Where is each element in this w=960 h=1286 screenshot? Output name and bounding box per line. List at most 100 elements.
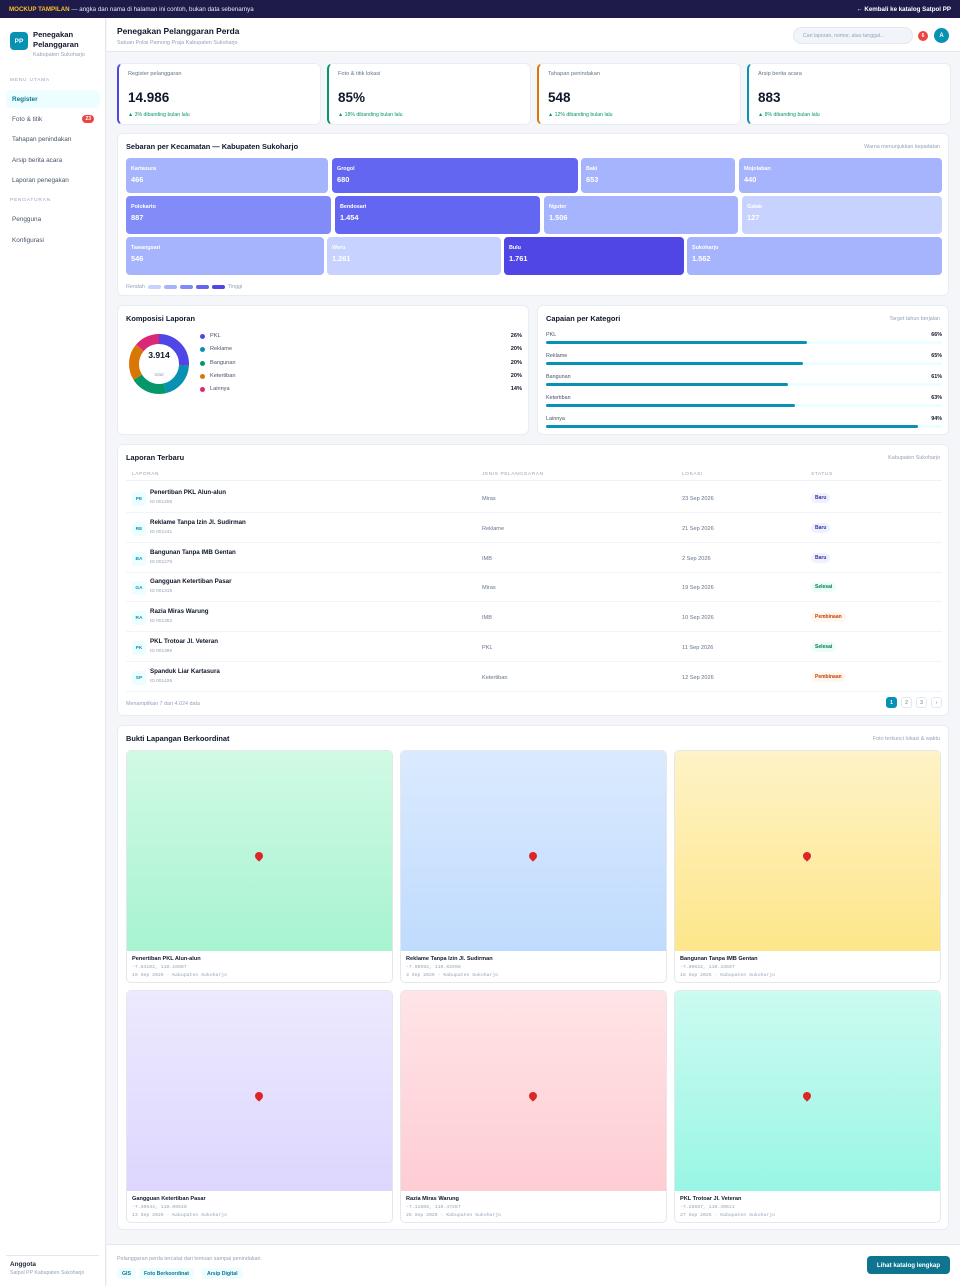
district-tile-bulu[interactable]: Bulu 1.761	[504, 237, 684, 275]
progress-pct: 66%	[931, 332, 942, 338]
report-id: ID 001315	[150, 589, 173, 594]
evidence-photo-card[interactable]: Reklame Tanpa Izin Jl. Sudirman -7.90592,…	[400, 750, 667, 983]
mockup-text: — angka dan nama di halaman ini contoh, …	[71, 5, 254, 13]
progress-bangunan: Bangunan 61%	[546, 374, 942, 386]
report-initials: PK	[132, 641, 146, 655]
table-row[interactable]: RA Razia Miras Warung ID 001352 IMB 10 Sep 2…	[126, 602, 942, 632]
status-badge: Baru	[811, 523, 831, 533]
page-button-2[interactable]: 2	[901, 697, 912, 708]
legend-label: Ketertiban	[210, 373, 236, 379]
sidebar-item-pengguna[interactable]: Pengguna	[6, 210, 100, 228]
report-id: ID 001426	[150, 679, 173, 684]
kpi-label: Foto & titik lokasi	[338, 71, 381, 77]
status-badge: Baru	[811, 553, 831, 563]
progress-track	[546, 404, 942, 407]
report-id: ID 001241	[150, 530, 173, 535]
evidence-photo-card[interactable]: Razia Miras Warung -7.11608, 110.47287 26 …	[400, 990, 667, 1223]
sidebar: PP Penegakan Pelanggaran Kabupaten Sukoh…	[0, 18, 106, 1286]
district-tile-kartasura[interactable]: Kartasura 466	[126, 158, 328, 193]
district-tile-baki[interactable]: Baki 653	[581, 158, 735, 193]
district-tile-grogol[interactable]: Grogol 680	[332, 158, 578, 193]
evidence-photo-card[interactable]: Penertiban PKL Alun-alun -7.84102, 110.16…	[126, 750, 393, 983]
donut-slice-lainnya	[129, 334, 189, 394]
sidebar-item-label: Foto & titik	[12, 115, 43, 123]
district-tile-polokarto[interactable]: Polokarto 887	[126, 196, 331, 234]
kpi-label: Tahapan penindakan	[548, 71, 600, 77]
table-row[interactable]: PE Penertiban PKL Alun-alun ID 001206 Miras…	[126, 483, 942, 513]
legend-item-lainnya: Lainnya 14%	[200, 386, 522, 392]
district-tile-bendosari[interactable]: Bendosari 1.454	[335, 196, 540, 234]
district-tile-gatak[interactable]: Gatak 127	[742, 196, 942, 234]
district-tile-weru[interactable]: Weru 1.261	[327, 237, 501, 275]
photo-coordinates: -7.90592, 110.02698	[406, 965, 461, 970]
sidebar-item-label: Pengguna	[12, 215, 42, 223]
table-row[interactable]: BA Bangunan Tanpa IMB Gentan ID 001276 IMB 2…	[126, 543, 942, 573]
sidebar-item-label: Laporan penegakan	[12, 176, 69, 184]
legend-pct: 26%	[510, 333, 522, 339]
donut-slice-bangunan	[129, 334, 189, 394]
progress-lainnya: Lainnya 94%	[546, 416, 942, 428]
next-page-button[interactable]: ›	[931, 697, 942, 708]
app-title-line-1: Penegakan	[33, 30, 74, 39]
kpi-delta: ▲ 8% dibanding bulan lalu	[758, 112, 820, 118]
report-type: Miras	[482, 496, 496, 502]
sidebar-item-foto-titik[interactable]: Foto & titik 23	[6, 110, 100, 128]
sidebar-item-register[interactable]: Register	[6, 90, 100, 108]
sidebar-item-konfigurasi[interactable]: Konfigurasi	[6, 231, 100, 249]
page-button-1[interactable]: 1	[886, 697, 897, 708]
table-row[interactable]: SP Spanduk Liar Kartasura ID 001426 Keterti…	[126, 662, 942, 692]
district-tile-mojolaban[interactable]: Mojolaban 440	[739, 158, 942, 193]
district-value: 680	[337, 175, 350, 184]
evidence-photo-card[interactable]: Bangunan Tanpa IMB Gentan -7.80622, 110.4…	[674, 750, 941, 983]
report-type: Reklame	[482, 526, 505, 532]
brand: PP Penegakan Pelanggaran Kabupaten Sukoh…	[0, 18, 105, 58]
sidebar-item-laporan[interactable]: Laporan penegakan	[6, 171, 100, 189]
legend-dot	[200, 333, 205, 339]
district-tile-sukoharjo[interactable]: Sukoharjo 1.562	[687, 237, 942, 275]
latest-reports-card: Laporan Terbaru Kabupaten Sukoharjo LAPO…	[117, 444, 949, 716]
column-header-lokasi[interactable]: LOKASI	[682, 472, 703, 477]
page-button-3[interactable]: 3	[916, 697, 927, 708]
legend-pct: 20%	[510, 346, 522, 352]
kpi-card-foto: Foto & titik lokasi 85% ▲ 18% dibanding …	[327, 63, 531, 125]
user-profile[interactable]: Anggota Satpol PP Kabupaten Sukoharjo	[10, 1261, 84, 1276]
sidebar-item-arsip[interactable]: Arsip berita acara	[6, 151, 100, 169]
district-tile-nguter[interactable]: Nguter 1.506	[544, 196, 738, 234]
photo-meta: 16 Sep 2026 · Kabupaten Sukoharjo	[680, 973, 775, 978]
district-name: Bulu	[509, 245, 521, 251]
table-row[interactable]: GA Gangguan Ketertiban Pasar ID 001315 Mira…	[126, 572, 942, 602]
reports-note: Kabupaten Sukoharjo	[888, 455, 940, 461]
district-value: 127	[747, 213, 760, 222]
photo-meta: 27 Sep 2026 · Kabupaten Sukoharjo	[680, 1213, 775, 1218]
column-header-jenis[interactable]: JENIS PELANGGARAN	[482, 472, 544, 477]
reports-title: Laporan Terbaru	[126, 453, 185, 462]
progress-label: Reklame	[546, 353, 568, 359]
kpi-label: Arsip berita acara	[758, 71, 802, 77]
donut-slice-ketertiban	[129, 334, 189, 394]
district-name: Baki	[586, 166, 598, 172]
progress-label: Bangunan	[546, 374, 571, 380]
app-subtitle: Kabupaten Sukoharjo	[33, 52, 85, 58]
avatar[interactable]: A	[934, 28, 949, 43]
notification-badge[interactable]: 6	[918, 31, 928, 41]
column-header-laporan[interactable]: LAPORAN	[132, 472, 160, 477]
table-row[interactable]: RE Reklame Tanpa Izin Jl. Sudirman ID 0012…	[126, 513, 942, 543]
evidence-photo-card[interactable]: PKL Trotoar Jl. Veteran -7.25687, 110.496…	[674, 990, 941, 1223]
report-type: PKL	[482, 645, 493, 651]
district-tile-tawangsari[interactable]: Tawangsari 546	[126, 237, 324, 275]
page-title: Penegakan Pelanggaran Perda	[117, 26, 240, 36]
sidebar-item-tahapan[interactable]: Tahapan penindakan	[6, 130, 100, 148]
progress-fill	[546, 404, 796, 407]
view-full-catalog-button[interactable]: Lihat katalog lengkap	[867, 1256, 950, 1274]
district-name: Bendosari	[340, 204, 367, 210]
column-header-status[interactable]: STATUS	[811, 472, 833, 477]
kpi-card-tahapan: Tahapan penindakan 548 ▲ 12% dibanding b…	[537, 63, 741, 125]
district-value: 546	[131, 254, 144, 263]
kpi-delta: ▲ 12% dibanding bulan lalu	[548, 112, 613, 118]
kpi-value: 883	[758, 90, 781, 105]
search-input[interactable]: Cari laporan, nomor, atau tanggal...	[793, 27, 913, 44]
report-initials: RE	[132, 522, 146, 536]
evidence-photo-card[interactable]: Gangguan Ketertiban Pasar -7.30544, 110.0…	[126, 990, 393, 1223]
table-row[interactable]: PK PKL Trotoar Jl. Veteran ID 001389 PKL 11 …	[126, 632, 942, 662]
back-to-catalog-link[interactable]: ← Kembali ke katalog Satpol PP	[856, 5, 951, 13]
